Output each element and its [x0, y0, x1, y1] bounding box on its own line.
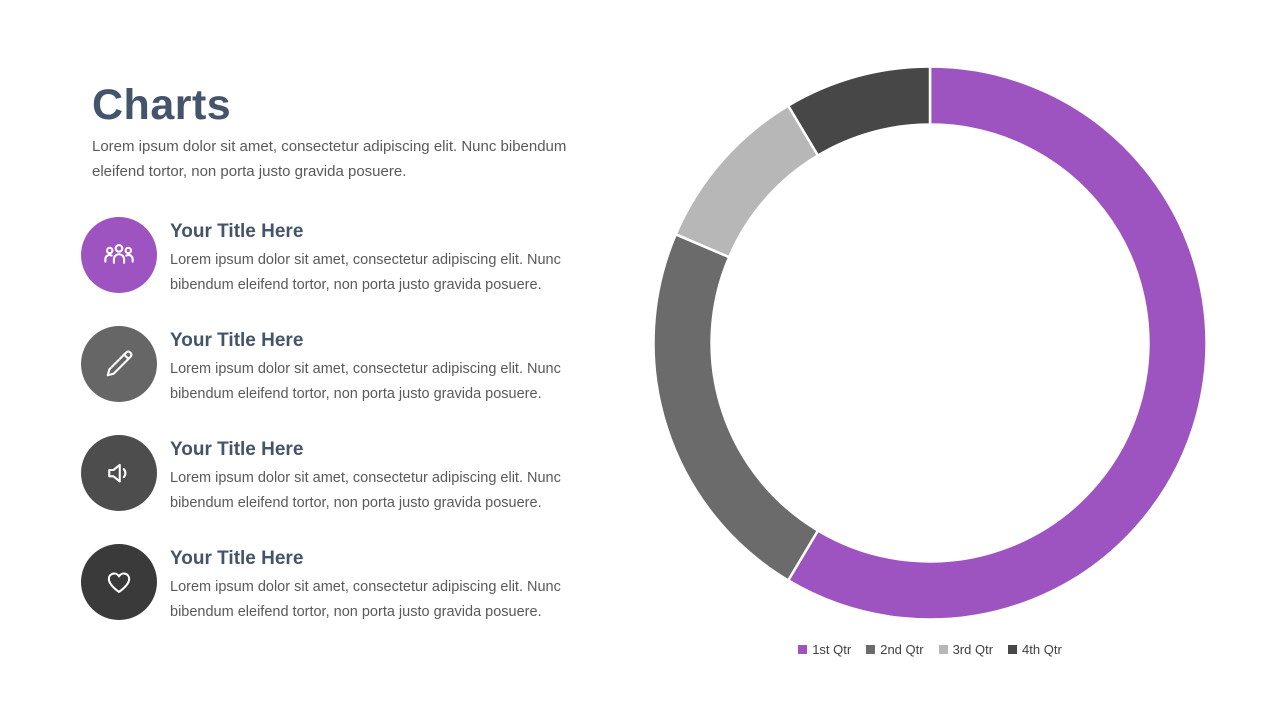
legend-label: 4th Qtr: [1022, 642, 1062, 657]
donut-segment-4th-qtr: [786, 65, 932, 157]
donut-segment-3rd-qtr: [674, 104, 820, 259]
legend-label: 2nd Qtr: [880, 642, 924, 657]
item-text: Your Title Here Lorem ipsum dolor sit am…: [170, 326, 575, 407]
chart-legend: 1st Qtr 2nd Qtr 3rd Qtr 4th Qtr: [798, 642, 1062, 657]
legend-item-2nd-qtr: 2nd Qtr: [866, 642, 924, 657]
legend-swatch: [866, 645, 876, 654]
list-item: Your Title Here Lorem ipsum dolor sit am…: [81, 544, 575, 625]
list-item: Your Title Here Lorem ipsum dolor sit am…: [81, 217, 575, 298]
page-subtitle: Lorem ipsum dolor sit amet, consectetur …: [92, 138, 567, 180]
chart-area: 1st Qtr 2nd Qtr 3rd Qtr 4th Qtr: [652, 65, 1208, 657]
speaker-icon: [101, 455, 137, 491]
page-title: Charts: [92, 81, 232, 129]
item-body: Lorem ipsum dolor sit amet, consectetur …: [170, 579, 561, 620]
donut-segment-2nd-qtr: [652, 233, 820, 582]
legend-swatch: [1008, 645, 1018, 654]
people-icon: [101, 237, 137, 273]
pencil-icon: [101, 346, 137, 382]
item-text: Your Title Here Lorem ipsum dolor sit am…: [170, 217, 575, 298]
legend-label: 1st Qtr: [812, 642, 852, 657]
donut-chart: [652, 65, 1208, 621]
heart-icon: [101, 564, 137, 600]
item-title: Your Title Here: [170, 221, 304, 242]
item-body: Lorem ipsum dolor sit amet, consectetur …: [170, 470, 561, 511]
item-body: Lorem ipsum dolor sit amet, consectetur …: [170, 361, 561, 402]
item-body: Lorem ipsum dolor sit amet, consectetur …: [170, 252, 561, 293]
item-title: Your Title Here: [170, 330, 304, 351]
item-title: Your Title Here: [170, 439, 304, 460]
item-icon-circle: [81, 544, 157, 620]
legend-label: 3rd Qtr: [952, 642, 994, 657]
item-text: Your Title Here Lorem ipsum dolor sit am…: [170, 435, 575, 516]
item-icon-circle: [81, 326, 157, 402]
donut-segment-1st-qtr: [786, 65, 1208, 621]
item-title: Your Title Here: [170, 548, 304, 569]
legend-swatch: [798, 645, 808, 654]
legend-swatch: [938, 645, 948, 654]
legend-item-3rd-qtr: 3rd Qtr: [938, 642, 994, 657]
items-list: Your Title Here Lorem ipsum dolor sit am…: [81, 217, 575, 625]
legend-item-4th-qtr: 4th Qtr: [1008, 642, 1062, 657]
item-text: Your Title Here Lorem ipsum dolor sit am…: [170, 544, 575, 625]
list-item: Your Title Here Lorem ipsum dolor sit am…: [81, 326, 575, 407]
legend-item-1st-qtr: 1st Qtr: [798, 642, 851, 657]
item-icon-circle: [81, 435, 157, 511]
list-item: Your Title Here Lorem ipsum dolor sit am…: [81, 435, 575, 516]
item-icon-circle: [81, 217, 157, 293]
